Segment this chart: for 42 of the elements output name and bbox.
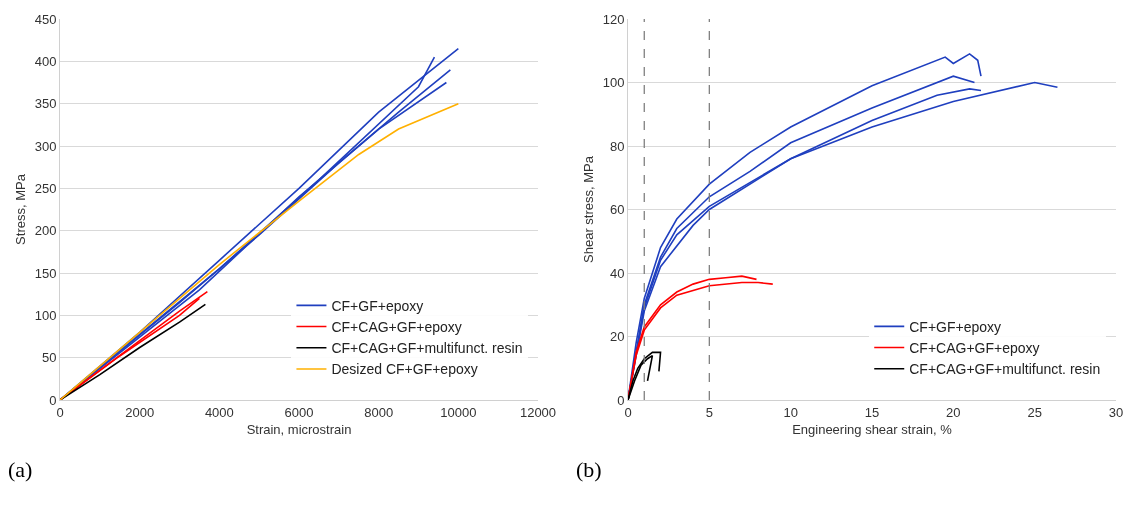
y-tick-label: 150 xyxy=(34,265,57,281)
y-tick-label: 200 xyxy=(34,223,57,239)
x-tick-label: 15 xyxy=(864,404,880,420)
legend-label: CF+GF+epoxy xyxy=(331,297,424,314)
y-tick-label: 300 xyxy=(34,138,57,154)
y-tick-label: 40 xyxy=(609,265,625,281)
y-tick-label: 80 xyxy=(609,138,625,154)
x-tick-label: 12000 xyxy=(519,404,557,420)
legend-label: CF+CAG+GF+multifunct. resin xyxy=(331,340,523,357)
y-tick-label: 450 xyxy=(34,11,57,27)
legend-label: Desized CF+GF+epoxy xyxy=(331,361,478,378)
x-tick-label: 8000 xyxy=(364,404,394,420)
y-tick-label: 0 xyxy=(617,392,625,408)
x-tick-label: 5 xyxy=(705,404,713,420)
text: (b) xyxy=(575,456,603,484)
x-tick-label: 10000 xyxy=(440,404,477,420)
y-tick-label: 120 xyxy=(602,11,625,27)
y-tick-label: 50 xyxy=(41,350,57,366)
x-axis-title: Strain, microstrain xyxy=(246,422,352,438)
legend-label: CF+CAG+GF+multifunct. resin xyxy=(909,361,1101,378)
y-tick-label: 350 xyxy=(34,96,57,112)
y-tick-label: 250 xyxy=(34,180,57,196)
y-axis-title: Stress, MPa xyxy=(12,173,28,245)
y-tick-label: 100 xyxy=(602,75,625,91)
text: (a) xyxy=(7,456,34,484)
y-tick-label: 100 xyxy=(34,307,57,323)
y-tick-label: 0 xyxy=(49,392,57,408)
x-tick-label: 30 xyxy=(1108,404,1124,420)
x-tick-label: 20 xyxy=(946,404,961,420)
x-tick-label: 4000 xyxy=(204,404,234,420)
y-tick-label: 400 xyxy=(34,53,57,69)
y-tick-label: 20 xyxy=(609,329,625,345)
x-tick-label: 10 xyxy=(783,404,798,420)
y-tick-label: 60 xyxy=(609,202,625,218)
legend-label: CF+GF+epoxy xyxy=(909,318,1002,335)
x-axis-title: Engineering shear strain, % xyxy=(792,422,953,438)
x-tick-label: 25 xyxy=(1027,404,1042,420)
x-tick-label: 6000 xyxy=(284,404,314,420)
legend-label: CF+CAG+GF+epoxy xyxy=(331,319,462,336)
x-tick-label: 2000 xyxy=(125,404,155,420)
y-axis-title: Shear stress, MPa xyxy=(580,155,596,263)
legend-label: CF+CAG+GF+epoxy xyxy=(909,340,1040,357)
